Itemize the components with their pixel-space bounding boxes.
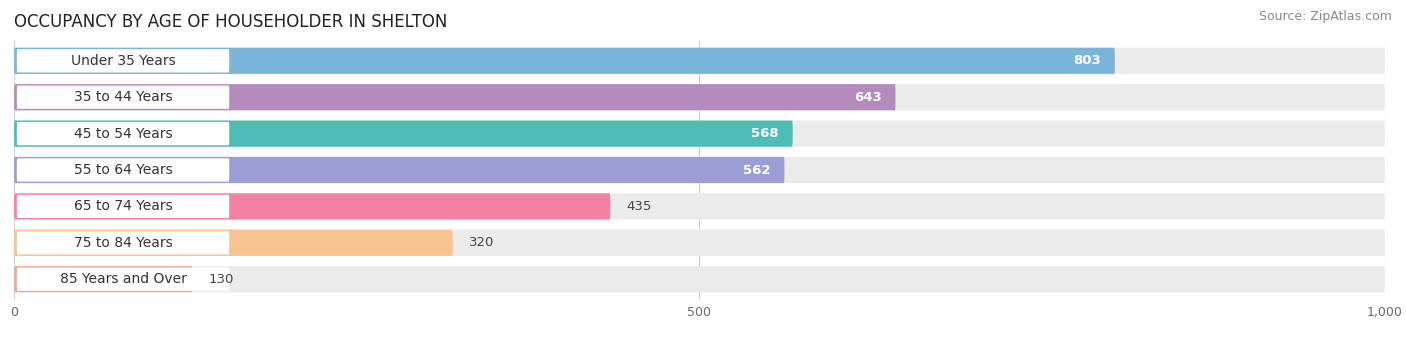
Text: Under 35 Years: Under 35 Years bbox=[72, 54, 176, 68]
Text: 562: 562 bbox=[744, 164, 770, 176]
FancyBboxPatch shape bbox=[17, 86, 229, 109]
Text: 130: 130 bbox=[208, 273, 233, 286]
FancyBboxPatch shape bbox=[14, 157, 785, 183]
FancyBboxPatch shape bbox=[14, 193, 1385, 220]
FancyBboxPatch shape bbox=[17, 158, 229, 182]
FancyBboxPatch shape bbox=[14, 230, 1385, 256]
Text: 85 Years and Over: 85 Years and Over bbox=[60, 272, 187, 286]
FancyBboxPatch shape bbox=[14, 266, 1385, 292]
FancyBboxPatch shape bbox=[14, 120, 793, 147]
Text: 803: 803 bbox=[1073, 54, 1101, 67]
Text: 35 to 44 Years: 35 to 44 Years bbox=[75, 90, 173, 104]
FancyBboxPatch shape bbox=[14, 266, 193, 292]
Text: Source: ZipAtlas.com: Source: ZipAtlas.com bbox=[1258, 10, 1392, 23]
FancyBboxPatch shape bbox=[17, 231, 229, 254]
Text: 75 to 84 Years: 75 to 84 Years bbox=[75, 236, 173, 250]
FancyBboxPatch shape bbox=[17, 122, 229, 145]
FancyBboxPatch shape bbox=[17, 268, 229, 291]
Text: 568: 568 bbox=[751, 127, 779, 140]
Text: 643: 643 bbox=[853, 91, 882, 104]
Text: 320: 320 bbox=[470, 236, 495, 249]
FancyBboxPatch shape bbox=[14, 157, 1385, 183]
FancyBboxPatch shape bbox=[14, 230, 453, 256]
Text: OCCUPANCY BY AGE OF HOUSEHOLDER IN SHELTON: OCCUPANCY BY AGE OF HOUSEHOLDER IN SHELT… bbox=[14, 13, 447, 31]
FancyBboxPatch shape bbox=[17, 195, 229, 218]
Text: 435: 435 bbox=[627, 200, 652, 213]
FancyBboxPatch shape bbox=[14, 193, 610, 220]
FancyBboxPatch shape bbox=[14, 48, 1385, 74]
FancyBboxPatch shape bbox=[14, 120, 1385, 147]
FancyBboxPatch shape bbox=[14, 48, 1115, 74]
FancyBboxPatch shape bbox=[14, 84, 1385, 110]
FancyBboxPatch shape bbox=[14, 84, 896, 110]
Text: 55 to 64 Years: 55 to 64 Years bbox=[75, 163, 173, 177]
FancyBboxPatch shape bbox=[17, 49, 229, 72]
Text: 45 to 54 Years: 45 to 54 Years bbox=[75, 126, 173, 141]
Text: 65 to 74 Years: 65 to 74 Years bbox=[75, 199, 173, 214]
